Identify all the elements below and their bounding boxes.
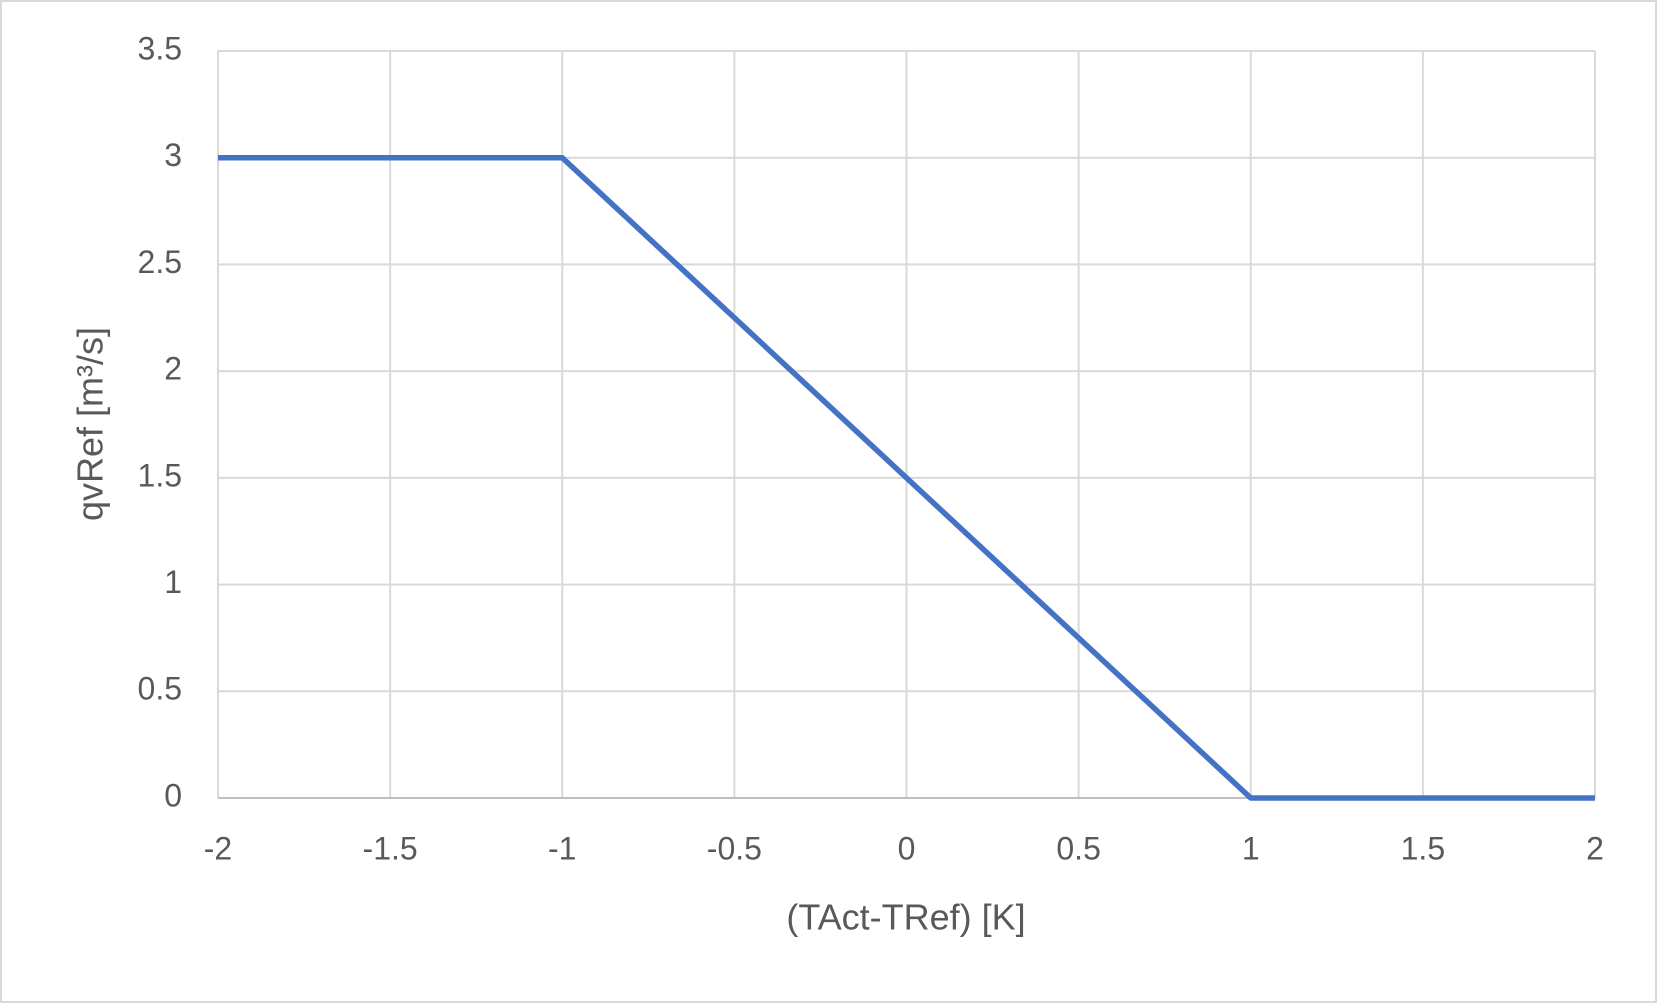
y-axis-label: qvRef [m³/s] xyxy=(70,327,111,521)
x-tick-label: 1 xyxy=(1242,830,1260,866)
y-tick-label: 0 xyxy=(164,777,182,813)
x-tick-label: 0.5 xyxy=(1056,830,1100,866)
x-tick-label: 2 xyxy=(1586,830,1604,866)
x-tick-label: -0.5 xyxy=(707,830,762,866)
x-tick-label: -1 xyxy=(548,830,576,866)
x-tick-label: 1.5 xyxy=(1401,830,1445,866)
y-tick-label: 3 xyxy=(164,137,182,173)
x-tick-label: 0 xyxy=(898,830,916,866)
y-tick-label: 2.5 xyxy=(138,244,182,280)
x-axis-label: (TAct-TRef) [K] xyxy=(786,897,1025,938)
y-tick-label: 1.5 xyxy=(138,457,182,493)
y-tick-label: 3.5 xyxy=(138,30,182,66)
data-line xyxy=(218,154,1595,801)
y-tick-label: 1 xyxy=(164,564,182,600)
y-tick-label: 0.5 xyxy=(138,671,182,707)
x-tick-label: -1.5 xyxy=(363,830,418,866)
y-tick-label: 2 xyxy=(164,351,182,387)
x-tick-label: -2 xyxy=(204,830,232,866)
